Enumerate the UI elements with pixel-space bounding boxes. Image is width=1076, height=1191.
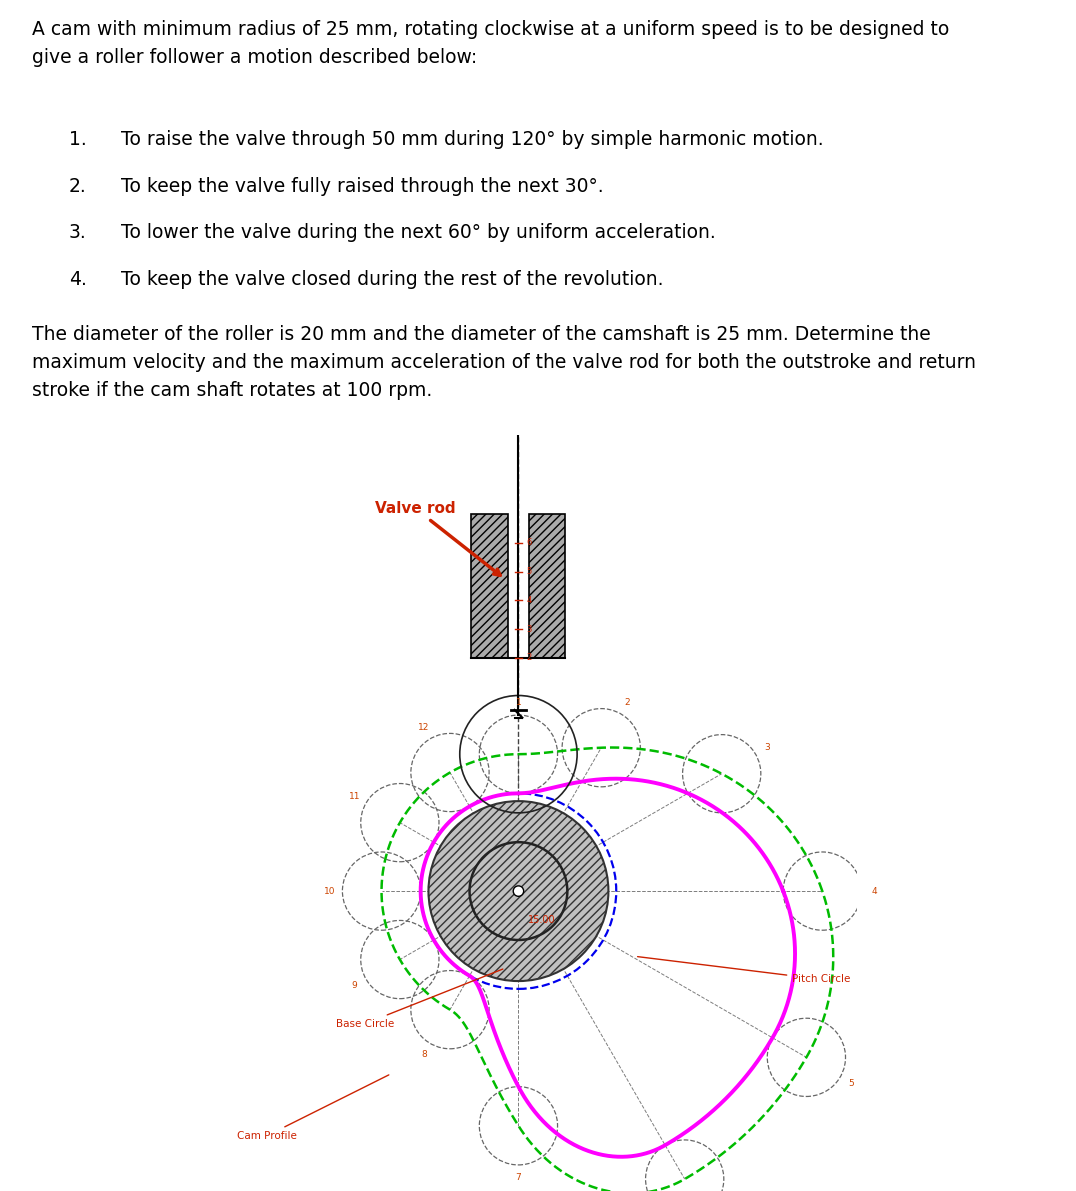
Bar xyxy=(471,515,508,657)
Text: 11: 11 xyxy=(349,792,360,802)
Text: Base Circle: Base Circle xyxy=(336,969,502,1029)
Text: To keep the valve fully raised through the next 30°.: To keep the valve fully raised through t… xyxy=(121,176,604,195)
Text: 4.: 4. xyxy=(69,270,87,289)
Text: 12: 12 xyxy=(419,723,429,731)
Text: 6: 6 xyxy=(526,538,532,548)
Text: 3.: 3. xyxy=(69,224,86,242)
Text: Pitch Circle: Pitch Circle xyxy=(638,956,851,985)
Text: To raise the valve through 50 mm during 120° by simple harmonic motion.: To raise the valve through 50 mm during … xyxy=(121,130,823,149)
Text: 5: 5 xyxy=(526,567,532,576)
Text: 5: 5 xyxy=(849,1079,854,1087)
Text: A cam with minimum radius of 25 mm, rotating clockwise at a uniform speed is to : A cam with minimum radius of 25 mm, rota… xyxy=(32,20,949,68)
Text: 7: 7 xyxy=(515,1173,521,1183)
Text: 15.00: 15.00 xyxy=(527,915,555,924)
Text: 1.: 1. xyxy=(69,130,86,149)
Circle shape xyxy=(428,802,608,981)
Text: To keep the valve closed during the rest of the revolution.: To keep the valve closed during the rest… xyxy=(121,270,664,289)
Text: Valve rod: Valve rod xyxy=(376,501,500,575)
Text: 8: 8 xyxy=(421,1050,427,1059)
Bar xyxy=(529,515,565,657)
Text: The diameter of the roller is 20 mm and the diameter of the camshaft is 25 mm. D: The diameter of the roller is 20 mm and … xyxy=(32,325,976,400)
Text: 3: 3 xyxy=(764,743,769,753)
Text: 9: 9 xyxy=(352,981,357,990)
Text: To lower the valve during the next 60° by uniform acceleration.: To lower the valve during the next 60° b… xyxy=(121,224,716,242)
Text: 3: 3 xyxy=(526,624,532,634)
Text: 4: 4 xyxy=(872,886,877,896)
Text: 2.: 2. xyxy=(69,176,86,195)
Text: 10: 10 xyxy=(324,886,335,896)
Text: 1: 1 xyxy=(515,698,521,706)
Text: 2: 2 xyxy=(526,653,532,662)
Text: Cam Profile: Cam Profile xyxy=(237,1075,388,1141)
Circle shape xyxy=(513,886,524,897)
Text: 4: 4 xyxy=(526,596,532,605)
Text: 2: 2 xyxy=(624,698,631,707)
